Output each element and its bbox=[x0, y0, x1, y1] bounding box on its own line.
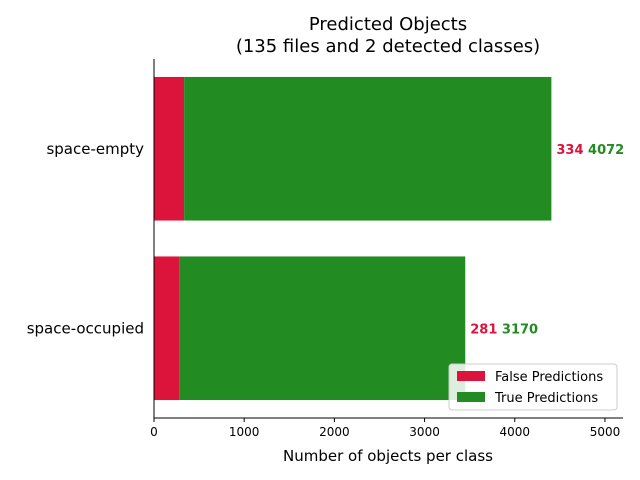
x-tick-label-0: 0 bbox=[150, 425, 158, 439]
bar-space-empty-false-predictions bbox=[154, 76, 185, 221]
title-group: Predicted Objects (135 files and 2 detec… bbox=[236, 14, 540, 57]
bars-group bbox=[154, 76, 552, 401]
data-label-true-space-occupied: 3170 bbox=[497, 322, 538, 337]
legend-label-true-predictions: True Predictions bbox=[494, 391, 598, 406]
legend-swatch-true-predictions bbox=[457, 392, 485, 402]
legend-swatch-false-predictions bbox=[457, 371, 485, 381]
chart-title: Predicted Objects bbox=[309, 14, 467, 35]
x-tick-label-5000: 5000 bbox=[590, 425, 621, 439]
legend-label-false-predictions: False Predictions bbox=[495, 370, 603, 385]
legend: False Predictions True Predictions bbox=[448, 363, 618, 411]
data-label-space-occupied: 281 3170 bbox=[470, 322, 538, 337]
data-label-false-space-occupied: 281 bbox=[470, 322, 497, 337]
data-labels-group: 334 4072 281 3170 bbox=[470, 143, 624, 338]
x-tick-label-1000: 1000 bbox=[229, 425, 260, 439]
category-label-space-empty: space-empty bbox=[46, 140, 144, 158]
x-axis-label: Number of objects per class bbox=[283, 447, 493, 465]
x-ticks-group: 0 1000 2000 3000 4000 5000 bbox=[150, 418, 620, 439]
data-label-false-space-empty: 334 bbox=[556, 143, 583, 158]
chart-subtitle: (135 files and 2 detected classes) bbox=[236, 36, 540, 57]
axes-group bbox=[153, 59, 623, 419]
x-tick-label-3000: 3000 bbox=[409, 425, 440, 439]
category-label-space-occupied: space-occupied bbox=[27, 319, 144, 337]
x-tick-label-4000: 4000 bbox=[499, 425, 530, 439]
bar-space-occupied-true-predictions bbox=[179, 256, 466, 401]
bar-space-empty-true-predictions bbox=[184, 76, 552, 221]
data-label-true-space-empty: 4072 bbox=[584, 143, 625, 158]
category-labels-group: space-empty space-occupied bbox=[27, 140, 144, 338]
bar-space-occupied-false-predictions bbox=[154, 256, 180, 401]
legend-frame bbox=[448, 363, 618, 411]
x-tick-label-2000: 2000 bbox=[319, 425, 350, 439]
data-label-space-empty: 334 4072 bbox=[556, 143, 624, 158]
